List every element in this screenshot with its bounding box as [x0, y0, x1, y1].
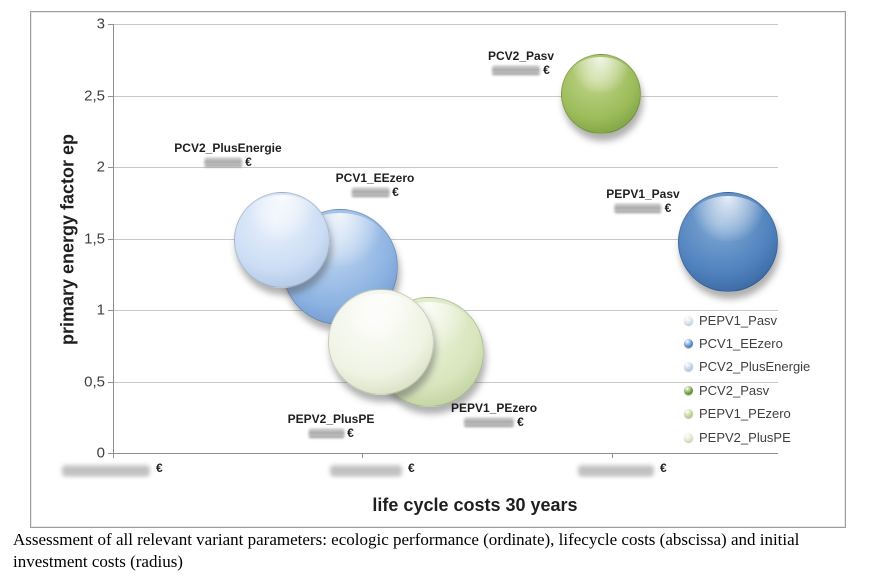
currency-suffix: €	[392, 185, 399, 199]
legend-marker-icon	[684, 315, 693, 325]
y-tick	[108, 238, 113, 240]
y-tick-label: 2	[96, 158, 105, 176]
legend-label: PCV2_Pasv	[699, 382, 770, 398]
currency-suffix: €	[347, 426, 354, 440]
y-axis-title: primary energy factor ep	[57, 133, 78, 346]
figure-caption: Assessment of all relevant variant param…	[13, 530, 800, 571]
legend-item-PEPV1_PEzero: PEPV1_PEzero	[684, 404, 791, 424]
x-axis-title: life cycle costs 30 years	[372, 495, 578, 515]
legend-marker-icon	[684, 409, 693, 419]
y-tick	[108, 381, 113, 383]
bubble-label-value: €	[606, 201, 679, 215]
bubble-label-name: PEPV1_PEzero	[450, 401, 538, 415]
bubble-label-value: €	[488, 63, 554, 77]
x-tick-currency: €	[408, 461, 415, 475]
legend-label: PEPV2_PlusPE	[699, 429, 791, 445]
bubble-label-PCV1_EEzero: PCV1_EEzero €	[336, 171, 415, 199]
censored-value	[614, 204, 662, 213]
legend-item-PEPV2_PlusPE: PEPV2_PlusPE	[684, 427, 791, 447]
gridline	[113, 95, 778, 97]
legend-item-PEPV1_Pasv: PEPV1_Pasv	[684, 310, 777, 330]
bubble-label-PEPV2_PlusPE: PEPV2_PlusPE €	[288, 412, 375, 440]
y-tick	[108, 24, 113, 25]
gridline	[113, 24, 778, 25]
legend-label: PCV1_EEzero	[699, 335, 783, 351]
currency-suffix: €	[517, 415, 524, 429]
y-axis-line	[113, 24, 114, 453]
bubble-highlight	[690, 196, 765, 242]
x-tick	[362, 453, 364, 458]
legend-label: PEPV1_Pasv	[699, 312, 778, 328]
bubble-label-PEPV1_Pasv: PEPV1_Pasv €	[606, 187, 679, 215]
legend-marker-icon	[684, 338, 693, 348]
censored-value	[464, 418, 515, 427]
y-tick-label: 2,5	[84, 87, 105, 104]
bubble-PEPV2_PlusPE	[327, 289, 434, 396]
bubble-label-name: PCV2_PlusEnergie	[174, 141, 282, 155]
x-tick-label-censored	[578, 465, 654, 476]
bubble-PCV2_PlusEnergie	[234, 191, 331, 288]
y-tick-label: 0	[96, 444, 105, 462]
currency-suffix: €	[664, 201, 672, 215]
x-tick	[612, 453, 614, 458]
x-axis-line	[108, 453, 778, 454]
bubble-PCV2_Pasv	[560, 53, 641, 134]
y-tick	[108, 453, 113, 454]
legend-item-PCV2_Pasv: PCV2_Pasv	[684, 380, 769, 400]
y-tick-label: 1,5	[84, 230, 105, 247]
y-tick-label: 1	[96, 301, 105, 319]
y-tick	[108, 95, 113, 97]
censored-value	[492, 66, 541, 75]
y-tick	[108, 310, 113, 311]
currency-suffix: €	[245, 155, 252, 169]
y-tick	[108, 167, 113, 168]
x-tick-label-censored	[330, 465, 402, 476]
legend-marker-icon	[684, 362, 693, 372]
bubble-label-PCV2_PlusEnergie: PCV2_PlusEnergie €	[174, 141, 281, 169]
bubble-label-name: PCV2_Pasv	[487, 49, 555, 63]
legend-item-PCV1_EEzero: PCV1_EEzero	[684, 333, 783, 353]
bubble-PEPV1_Pasv	[677, 192, 778, 293]
bubble-label-name: PCV1_EEzero	[335, 171, 415, 185]
bubble-label-value: €	[288, 426, 375, 440]
x-tick	[113, 453, 114, 458]
bubble-highlight	[341, 293, 421, 342]
bubble-label-name: PEPV2_PlusPE	[287, 412, 375, 426]
bubble-highlight	[571, 56, 631, 93]
legend-label: PEPV1_PEzero	[699, 406, 791, 422]
censored-value	[351, 188, 390, 197]
gridline	[113, 238, 778, 240]
bubble-label-value: €	[174, 155, 281, 169]
y-tick-label: 0,5	[84, 373, 105, 390]
censored-value	[308, 429, 345, 438]
x-tick-label-censored	[62, 465, 150, 476]
censored-value	[204, 158, 243, 167]
bubble-label-name: PEPV1_Pasv	[606, 187, 680, 201]
bubble-label-PEPV1_PEzero: PEPV1_PEzero €	[451, 401, 537, 429]
legend-label: PCV2_PlusEnergie	[699, 359, 811, 375]
legend-marker-icon	[684, 432, 693, 442]
gridline	[113, 167, 778, 168]
currency-suffix: €	[543, 63, 550, 77]
bubble-label-value: €	[336, 185, 415, 199]
bubble-label-value: €	[451, 415, 537, 429]
legend-marker-icon	[684, 385, 693, 395]
bubble-label-PCV2_Pasv: PCV2_Pasv €	[488, 49, 554, 77]
legend-item-PCV2_PlusEnergie: PCV2_PlusEnergie	[684, 357, 810, 377]
bubble-highlight	[246, 195, 318, 239]
x-tick-currency: €	[156, 461, 163, 475]
x-tick-currency: €	[660, 461, 667, 475]
y-tick-label: 3	[96, 15, 105, 33]
